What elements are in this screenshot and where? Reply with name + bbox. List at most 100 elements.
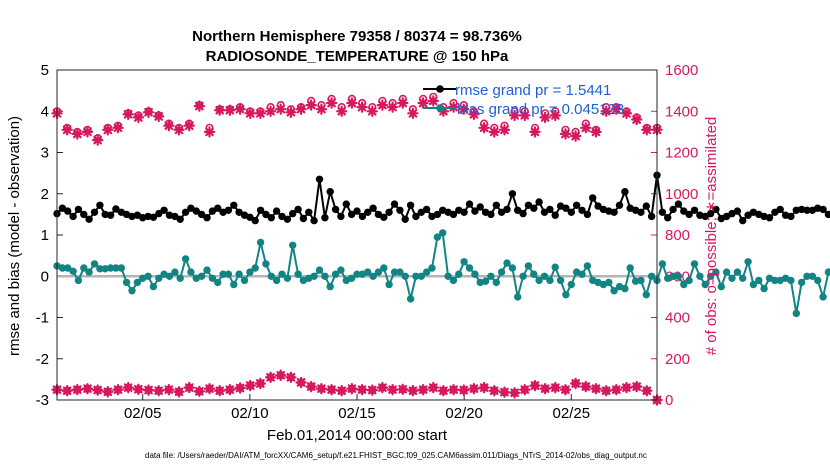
rmse-point [524,201,533,209]
rmse-point [342,200,350,208]
bias-point [315,266,324,274]
rmse-point [85,215,93,223]
asterisk-stroke [245,381,255,390]
rmse-point [101,210,109,219]
bias-point [422,268,431,276]
rmse-point [406,201,415,209]
lower-obs-assimilated-marker [91,384,104,396]
assimilated-obs-marker [61,124,73,136]
assimilated-obs-marker [81,126,94,138]
lower-obs-assimilated-marker [305,380,317,393]
rmse-point [256,206,265,214]
rmse-point [803,206,811,214]
bias-point [412,272,420,280]
rmse-point [353,207,361,215]
rmse-point [578,206,586,214]
rmse-point [390,200,399,208]
bias-point [535,276,543,285]
rmse-point [669,205,677,214]
bias-point [144,272,152,280]
left-y-tick-label: -1 [36,310,49,327]
asterisk-stroke [154,112,163,121]
rmse-point [106,211,115,219]
lower-obs-assimilated-marker [468,383,480,395]
bias-point [551,263,559,271]
bias-point [540,272,549,280]
asterisk-stroke [642,125,652,135]
rmse-point [514,206,522,214]
bias-point [106,264,115,272]
x-tick-label: 02/25 [553,405,591,422]
bias-point [733,268,742,276]
bias-point [428,264,436,272]
asterisk-stroke [296,104,306,114]
left-y-tick-label: -3 [36,392,49,409]
bias-point [497,268,506,276]
rmse-point [203,214,211,222]
rmse-point [63,207,72,215]
legend-rmse-marker [436,85,444,93]
rmse-point [149,213,158,221]
asterisk-stroke [195,101,204,111]
assimilated-obs-marker [254,107,267,120]
assimilated-obs-marker [519,109,531,122]
bias-point [171,268,179,276]
asterisk-stroke [469,384,479,393]
assimilated-obs-marker [458,103,470,115]
assimilated-obs-marker [417,97,429,109]
bias-point [165,272,174,280]
rmse-point [776,205,784,214]
rmse-point [551,211,559,219]
lower-obs-assimilated-marker [417,384,429,396]
assimilated-obs-marker [315,103,328,115]
bias-point [556,276,565,285]
asterisk-stroke [489,386,499,396]
assimilated-obs-marker [183,119,195,132]
asterisk-stroke [642,386,652,396]
rmse-point [326,188,334,196]
rmse-point [572,201,581,209]
lower-obs-assimilated-marker [549,381,562,394]
bias-point [369,272,377,280]
assimilated-obs-marker [285,106,297,119]
left-y-tick-label: 0 [41,268,49,285]
chart-title-line2: RADIOSONDE_TEMPERATURE @ 150 hPa [206,48,509,65]
asterisk-stroke [601,386,611,396]
lower-obs-assimilated-marker [203,383,216,395]
rmse-point [567,208,575,216]
bias-point [722,268,731,276]
asterisk-stroke [83,384,92,393]
bias-point [546,276,554,285]
asterisk-stroke [591,127,601,137]
rmse-point [546,205,554,214]
left-y-tick-label: 2 [41,186,49,203]
rmse-point [610,208,618,216]
asterisk-stroke [296,378,306,387]
rmse-point [160,206,168,214]
lower-obs-assimilated-marker [498,386,511,398]
bias-point [519,272,527,280]
lower-obs-assimilated-marker [132,383,145,395]
assimilated-obs-marker [264,105,277,117]
data-file-footer: data file: /Users/raeder/DAI/ATM_forcXX/… [145,451,647,460]
rmse-line [56,175,830,224]
rmse-point [422,205,431,214]
bias-point [374,268,383,276]
left-y-tick-label: -2 [36,351,49,368]
rmse-point [492,201,500,209]
assimilated-obs-marker [356,101,368,113]
assimilated-obs-marker [224,104,236,116]
bias-point [85,268,93,276]
right-y-axis-label: # of obs: o=possible; ∗=assimilated [703,117,720,356]
bias-point [444,272,452,280]
legend-bias-label: bias grand pr = 0.045128 [457,101,624,118]
rmse-point [497,208,506,216]
asterisk-stroke [72,129,82,139]
bias-point [133,278,142,287]
bias-point [567,280,575,289]
lower-obs-assimilated-marker [193,385,206,397]
assimilated-obs-marker [132,111,145,124]
asterisk-stroke [622,108,631,118]
asterisk-stroke [306,382,316,391]
rmse-point [90,208,99,216]
